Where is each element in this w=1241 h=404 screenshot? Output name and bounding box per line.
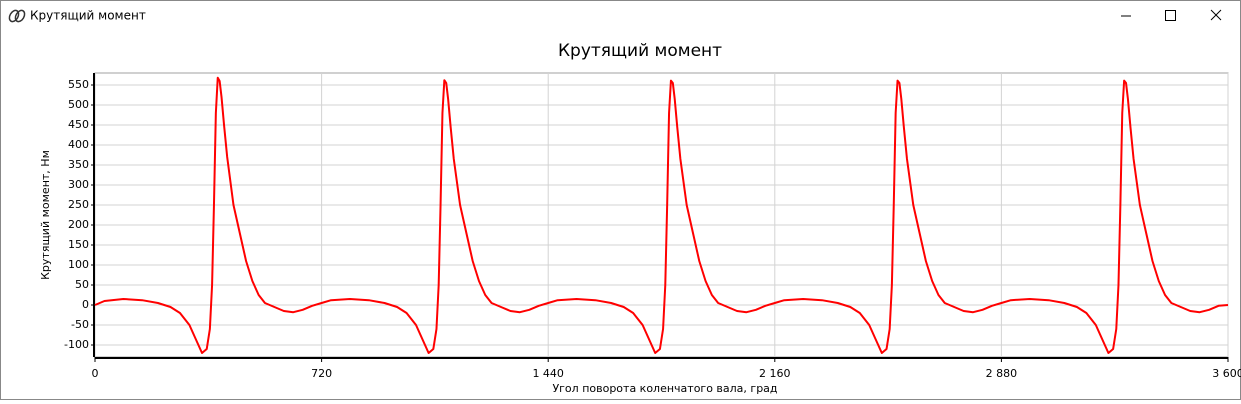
close-button[interactable] [1210,9,1222,21]
y-tick-label: 250 [68,198,89,211]
y-tick-label: 400 [68,138,89,151]
y-tick-label: 100 [68,258,89,271]
x-tick-label: 0 [92,367,99,380]
chart-title: Крутящий момент [558,41,722,61]
x-tick-label: 720 [311,367,332,380]
y-tick-label: 300 [68,178,89,191]
y-tick-label: 500 [68,98,89,111]
x-tick-label: 2 880 [986,367,1018,380]
x-tick-label: 1 440 [532,367,564,380]
y-tick-label: 550 [68,78,89,91]
y-tick-label: 450 [68,118,89,131]
x-tick-label: 2 160 [759,367,791,380]
y-tick-label: 50 [75,278,89,291]
y-tick-label: -50 [71,318,89,331]
x-tick-label: 3 600 [1212,367,1241,380]
app-icon [8,9,26,23]
plot-area [94,72,1229,358]
y-tick-label: 350 [68,158,89,171]
y-tick-label: -100 [64,338,89,351]
y-tick-label: 200 [68,218,89,231]
maximize-button[interactable] [1165,10,1176,21]
y-tick-label: 0 [82,298,89,311]
window-title: Крутящий момент [30,9,146,23]
y-axis-label: Крутящий момент, Нм [39,150,52,280]
x-axis-label: Угол поворота коленчатого вала, град [552,382,777,395]
data-line [94,76,1229,354]
y-tick-label: 150 [68,238,89,251]
